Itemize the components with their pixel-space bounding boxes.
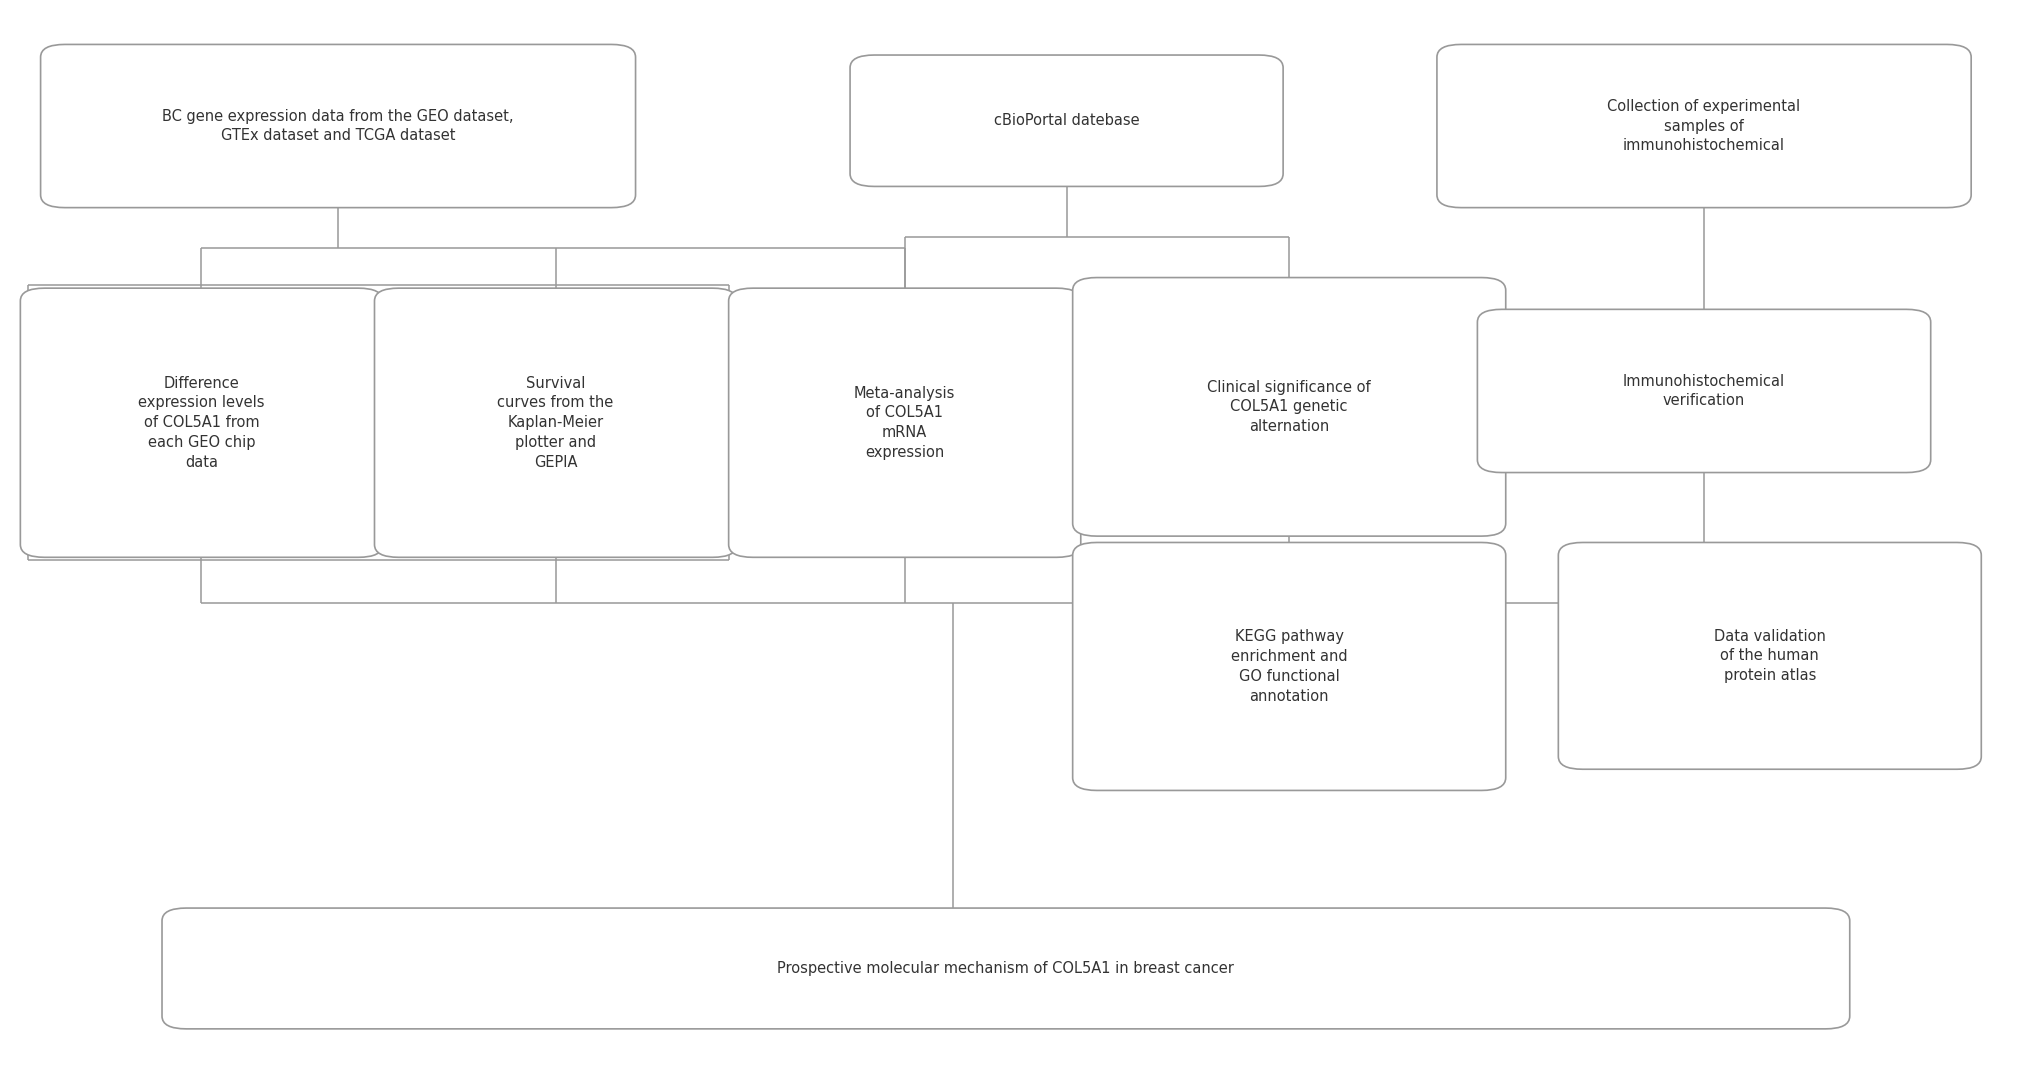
FancyBboxPatch shape	[849, 56, 1282, 187]
FancyBboxPatch shape	[1477, 310, 1930, 472]
FancyBboxPatch shape	[1437, 45, 1971, 207]
Text: Prospective molecular mechanism of COL5A1 in breast cancer: Prospective molecular mechanism of COL5A…	[778, 961, 1233, 976]
Text: BC gene expression data from the GEO dataset,
GTEx dataset and TCGA dataset: BC gene expression data from the GEO dat…	[163, 109, 514, 143]
Text: Immunohistochemical
verification: Immunohistochemical verification	[1624, 374, 1784, 408]
Text: Clinical significance of
COL5A1 genetic
alternation: Clinical significance of COL5A1 genetic …	[1207, 379, 1372, 434]
FancyBboxPatch shape	[1559, 543, 1981, 769]
Text: Meta-analysis
of COL5A1
mRNA
expression: Meta-analysis of COL5A1 mRNA expression	[853, 386, 955, 460]
Text: KEGG pathway
enrichment and
GO functional
annotation: KEGG pathway enrichment and GO functiona…	[1231, 629, 1347, 704]
FancyBboxPatch shape	[163, 908, 1849, 1028]
Text: Data validation
of the human
protein atlas: Data validation of the human protein atl…	[1713, 629, 1827, 684]
FancyBboxPatch shape	[1073, 278, 1506, 536]
Text: Difference
expression levels
of COL5A1 from
each GEO chip
data: Difference expression levels of COL5A1 f…	[138, 376, 264, 470]
Text: Collection of experimental
samples of
immunohistochemical: Collection of experimental samples of im…	[1607, 98, 1800, 154]
FancyBboxPatch shape	[729, 288, 1081, 557]
FancyBboxPatch shape	[374, 288, 738, 557]
FancyBboxPatch shape	[20, 288, 382, 557]
FancyBboxPatch shape	[1073, 543, 1506, 790]
FancyBboxPatch shape	[41, 45, 636, 207]
Text: cBioPortal datebase: cBioPortal datebase	[994, 113, 1140, 128]
Text: Survival
curves from the
Kaplan-Meier
plotter and
GEPIA: Survival curves from the Kaplan-Meier pl…	[498, 376, 614, 470]
